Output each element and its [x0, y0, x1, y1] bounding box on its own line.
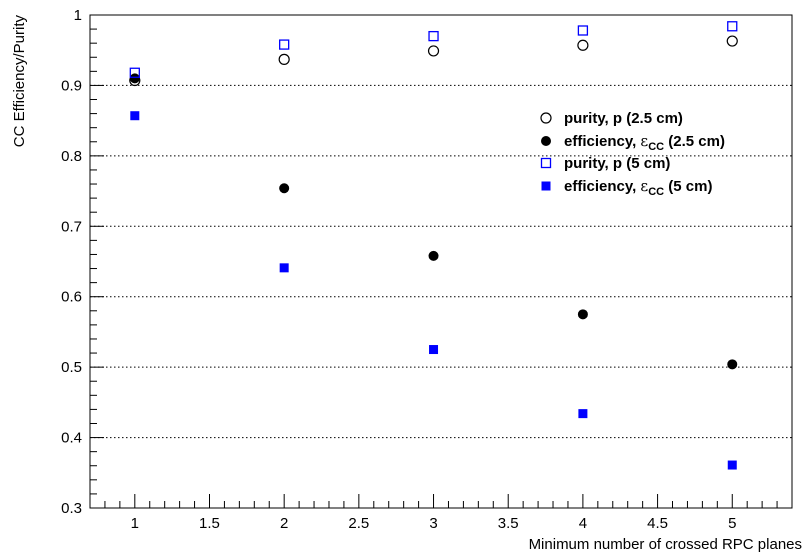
legend-label: purity, p (5 cm) — [564, 155, 670, 172]
data-point — [726, 35, 738, 47]
legend-marker — [541, 181, 551, 191]
data-point — [130, 111, 140, 121]
series-purity-5 — [129, 21, 738, 78]
data-point — [727, 359, 738, 370]
x-tick-label: 2.5 — [348, 515, 369, 532]
y-axis-title: CC Efficiency/Purity — [11, 15, 28, 148]
legend: purity, p (2.5 cm)efficiency, εCC (2.5 c… — [540, 110, 725, 198]
x-tick-label: 3.5 — [498, 515, 519, 532]
y-tick-label: 0.4 — [61, 430, 82, 447]
legend-entry: purity, p (5 cm) — [540, 155, 670, 172]
legend-symbol: ε — [640, 177, 648, 195]
x-tick-label: 4 — [579, 515, 587, 532]
series-efficiency-2-5 — [129, 73, 738, 370]
legend-suffix: (2.5 cm) — [664, 133, 725, 150]
legend-text-main: efficiency, — [564, 133, 640, 150]
data-point — [578, 409, 588, 419]
data-point — [427, 45, 440, 57]
data-point — [278, 53, 290, 65]
data-point — [279, 39, 290, 50]
data-point — [428, 250, 439, 261]
data-point — [727, 21, 738, 32]
data-points — [129, 21, 738, 470]
data-point — [279, 263, 289, 273]
data-point — [428, 30, 439, 42]
y-tick-label: 1 — [74, 7, 82, 24]
legend-text-main: purity, p (5 cm) — [564, 155, 670, 172]
ticks-layer — [89, 14, 793, 509]
y-tick-label: 0.8 — [61, 148, 82, 165]
grid-layer — [90, 84, 792, 439]
data-point — [129, 67, 140, 78]
legend-marker — [540, 157, 552, 169]
data-point — [279, 183, 290, 194]
legend-label: purity, p (2.5 cm) — [564, 110, 683, 127]
y-tick-label: 0.5 — [61, 359, 82, 376]
data-point — [577, 39, 589, 51]
x-tick-label: 1.5 — [199, 515, 220, 532]
x-tick-label: 4.5 — [647, 515, 668, 532]
legend-label: efficiency, εCC (5 cm) — [564, 177, 712, 198]
legend-symbol: ε — [640, 132, 648, 150]
x-tick-label: 3 — [429, 515, 437, 532]
x-axis-title: Minimum number of crossed RPC planes — [529, 536, 802, 553]
legend-marker — [541, 136, 551, 146]
legend-text-main: efficiency, — [564, 178, 640, 195]
y-tick-label: 0.3 — [61, 500, 82, 517]
data-point — [429, 345, 439, 355]
legend-entry: efficiency, εCC (5 cm) — [541, 177, 712, 198]
legend-entry: purity, p (2.5 cm) — [540, 110, 683, 127]
data-point — [727, 460, 737, 470]
tick-labels: 0.3 0.4 0.5 0.6 0.7 0.8 0.9 1 1 1.5 2 2.5 3 3.5 4 4.5 5 — [61, 7, 736, 532]
legend-marker — [540, 112, 552, 124]
legend-suffix: (5 cm) — [664, 178, 712, 195]
x-tick-label: 2 — [280, 515, 288, 532]
plot-frame — [89, 14, 793, 509]
y-tick-label: 0.7 — [61, 218, 82, 235]
series-purity-2-5 — [129, 35, 738, 87]
legend-subscript: CC — [648, 141, 664, 153]
data-point — [577, 25, 589, 36]
series-efficiency-5 — [130, 111, 737, 470]
legend-subscript: CC — [648, 186, 664, 198]
legend-entry: efficiency, εCC (2.5 cm) — [541, 132, 725, 153]
x-tick-label: 5 — [728, 515, 736, 532]
y-tick-label: 0.6 — [61, 289, 82, 306]
data-point — [129, 73, 140, 84]
legend-text-main: purity, p (2.5 cm) — [564, 110, 683, 127]
data-point — [577, 309, 588, 320]
x-tick-label: 1 — [131, 515, 139, 532]
legend-label: efficiency, εCC (2.5 cm) — [564, 132, 725, 153]
y-tick-label: 0.9 — [61, 77, 82, 94]
